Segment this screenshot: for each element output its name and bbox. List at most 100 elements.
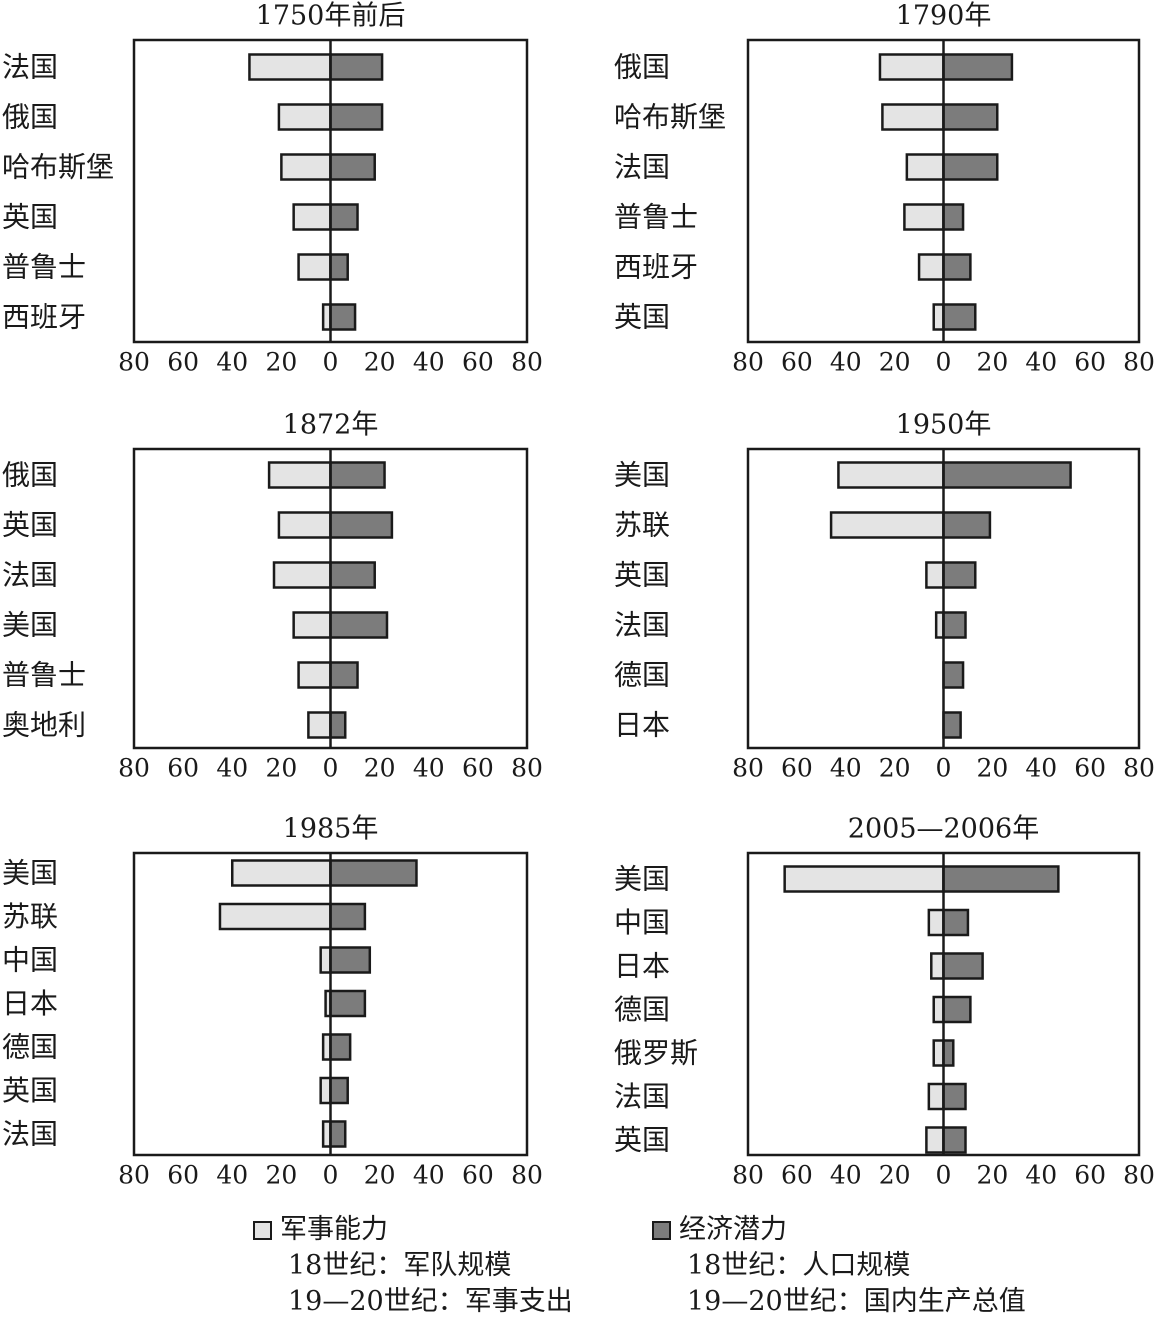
chart-title-0: 1750年前后 bbox=[256, 1, 406, 32]
tick-label-1-0: 80 bbox=[732, 348, 764, 377]
bar-economic-2-1 bbox=[329, 511, 394, 539]
legend-swatch-military bbox=[253, 1220, 272, 1240]
category-label-3-4: 德国 bbox=[614, 659, 670, 692]
tick-label-3-0: 80 bbox=[732, 754, 764, 783]
tick-label-2-1: 60 bbox=[167, 754, 199, 783]
bar-economic-5-3 bbox=[942, 995, 972, 1024]
bar-military-1-0 bbox=[878, 53, 945, 81]
tick-label-1-5: 20 bbox=[976, 348, 1008, 377]
legend-economic: 经济潜力 18世纪：人口规模 19—20世纪：国内生产总值 bbox=[652, 1212, 1026, 1320]
tick-label-4-2: 40 bbox=[216, 1161, 248, 1190]
bar-economic-0-3 bbox=[329, 203, 359, 231]
tick-label-2-0: 80 bbox=[118, 754, 150, 783]
bar-military-2-0 bbox=[267, 461, 332, 489]
tick-label-0-7: 60 bbox=[462, 348, 494, 377]
category-label-4-1: 苏联 bbox=[2, 900, 58, 933]
bar-economic-0-2 bbox=[329, 153, 376, 181]
tick-label-5-6: 40 bbox=[1025, 1161, 1057, 1190]
bar-economic-5-5 bbox=[942, 1082, 967, 1111]
category-label-4-0: 美国 bbox=[2, 857, 58, 890]
bar-military-1-2 bbox=[905, 153, 945, 181]
category-label-0-4: 普鲁士 bbox=[2, 251, 86, 284]
category-label-1-1: 哈布斯堡 bbox=[614, 101, 726, 134]
category-label-5-6: 英国 bbox=[614, 1124, 670, 1157]
bar-military-4-0 bbox=[231, 859, 332, 887]
tick-label-3-1: 60 bbox=[781, 754, 813, 783]
bar-military-0-3 bbox=[292, 203, 332, 231]
legend-label-military: 军事能力 bbox=[280, 1214, 388, 1245]
bar-economic-5-0 bbox=[942, 865, 1060, 893]
bar-military-4-2 bbox=[319, 946, 332, 974]
category-label-3-2: 英国 bbox=[614, 559, 670, 592]
category-label-3-1: 苏联 bbox=[614, 509, 670, 542]
bar-economic-5-1 bbox=[942, 908, 970, 937]
category-label-2-5: 奥地利 bbox=[2, 709, 86, 742]
bar-economic-3-4 bbox=[942, 661, 965, 689]
bar-military-1-1 bbox=[881, 103, 945, 131]
chart-title-5: 2005—2006年 bbox=[848, 814, 1039, 845]
bar-economic-4-2 bbox=[329, 946, 372, 974]
bar-economic-0-4 bbox=[329, 253, 349, 281]
bar-military-0-0 bbox=[248, 53, 332, 81]
tick-label-1-7: 60 bbox=[1074, 348, 1106, 377]
tick-label-0-8: 80 bbox=[511, 348, 543, 377]
bar-military-2-4 bbox=[297, 661, 332, 689]
bar-economic-4-0 bbox=[329, 859, 418, 887]
bar-economic-3-3 bbox=[942, 611, 967, 639]
tick-label-0-1: 60 bbox=[167, 348, 199, 377]
bar-military-5-5 bbox=[927, 1082, 945, 1111]
tick-label-0-6: 40 bbox=[413, 348, 445, 377]
bar-economic-5-6 bbox=[942, 1126, 967, 1154]
tick-label-0-2: 40 bbox=[216, 348, 248, 377]
category-label-0-2: 哈布斯堡 bbox=[2, 151, 114, 184]
category-label-0-3: 英国 bbox=[2, 201, 58, 234]
chart-title-1: 1790年 bbox=[896, 1, 992, 32]
bar-economic-3-1 bbox=[942, 511, 992, 539]
bar-economic-3-2 bbox=[942, 561, 977, 589]
tick-label-3-8: 80 bbox=[1123, 754, 1154, 783]
bar-military-1-5 bbox=[932, 303, 945, 331]
tick-label-3-6: 40 bbox=[1025, 754, 1057, 783]
bar-economic-4-3 bbox=[329, 989, 367, 1018]
bar-economic-0-1 bbox=[329, 103, 384, 131]
bar-military-0-1 bbox=[277, 103, 332, 131]
tick-label-4-3: 20 bbox=[265, 1161, 297, 1190]
tick-label-1-2: 40 bbox=[830, 348, 862, 377]
bar-economic-1-4 bbox=[942, 253, 972, 281]
bar-military-4-1 bbox=[218, 902, 332, 931]
bar-economic-2-4 bbox=[329, 661, 359, 689]
bar-military-3-0 bbox=[837, 461, 945, 489]
tick-label-4-0: 80 bbox=[118, 1161, 150, 1190]
category-label-5-4: 俄罗斯 bbox=[614, 1037, 698, 1070]
bar-economic-2-3 bbox=[329, 611, 389, 639]
bar-economic-5-4 bbox=[942, 1039, 955, 1067]
tick-label-3-4: 0 bbox=[936, 754, 952, 783]
tick-label-2-8: 80 bbox=[511, 754, 543, 783]
category-label-5-3: 德国 bbox=[614, 993, 670, 1026]
legend-economic-line2: 19—20世纪：国内生产总值 bbox=[687, 1286, 1026, 1317]
tick-label-5-1: 60 bbox=[781, 1161, 813, 1190]
category-label-4-4: 德国 bbox=[2, 1031, 58, 1064]
tick-label-2-3: 20 bbox=[265, 754, 297, 783]
tick-label-1-3: 20 bbox=[879, 348, 911, 377]
legend-military-line1: 18世纪：军队规模 bbox=[288, 1250, 512, 1281]
category-label-4-6: 法国 bbox=[2, 1118, 58, 1151]
category-label-1-5: 英国 bbox=[614, 301, 670, 334]
tick-label-0-3: 20 bbox=[265, 348, 297, 377]
tick-label-4-4: 0 bbox=[323, 1161, 339, 1190]
bar-military-5-3 bbox=[932, 995, 945, 1024]
tick-label-4-7: 60 bbox=[462, 1161, 494, 1190]
tick-label-1-4: 0 bbox=[936, 348, 952, 377]
tick-label-5-2: 40 bbox=[830, 1161, 862, 1190]
category-label-5-0: 美国 bbox=[614, 863, 670, 896]
bar-military-5-2 bbox=[930, 952, 945, 980]
bar-military-5-1 bbox=[927, 908, 945, 937]
bar-military-5-6 bbox=[925, 1126, 945, 1154]
tick-label-5-3: 20 bbox=[879, 1161, 911, 1190]
bar-economic-4-4 bbox=[329, 1033, 352, 1061]
legend-economic-line1: 18世纪：人口规模 bbox=[687, 1250, 911, 1281]
bar-military-2-3 bbox=[292, 611, 332, 639]
bar-economic-2-0 bbox=[329, 461, 386, 489]
bar-economic-1-2 bbox=[942, 153, 999, 181]
category-label-0-1: 俄国 bbox=[2, 101, 58, 134]
